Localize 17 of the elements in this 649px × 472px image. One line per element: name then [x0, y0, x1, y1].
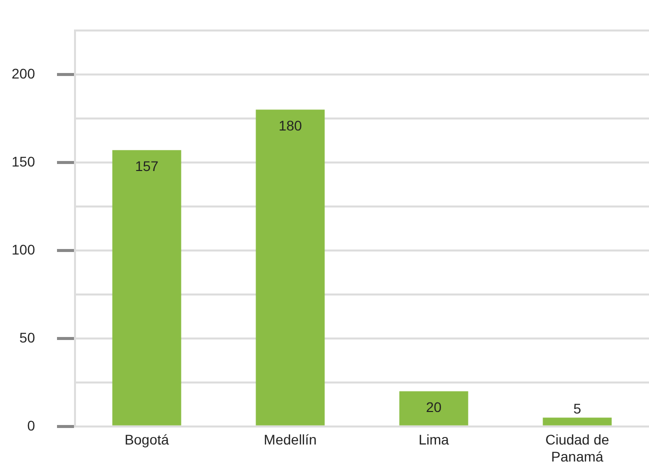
y-tick-label: 200	[12, 65, 36, 82]
x-tick-label: Bogotá	[124, 432, 170, 448]
bar	[399, 391, 468, 426]
data-label: 5	[573, 400, 582, 416]
y-tick-label: 150	[12, 153, 36, 170]
bar	[542, 418, 612, 426]
bar	[112, 150, 182, 426]
x-tick-label: Lima	[418, 432, 450, 448]
y-tick-label: 50	[19, 329, 36, 346]
data-label: 157	[135, 158, 159, 174]
data-label: 180	[278, 117, 302, 134]
y-tick-label: 0	[27, 417, 36, 434]
y-tick-label: 100	[12, 241, 36, 258]
data-label: 20	[426, 399, 442, 416]
x-tick-label: Medellín	[264, 432, 317, 448]
bar	[256, 110, 325, 426]
x-tick-label: Ciudad de Panamá	[545, 432, 610, 464]
